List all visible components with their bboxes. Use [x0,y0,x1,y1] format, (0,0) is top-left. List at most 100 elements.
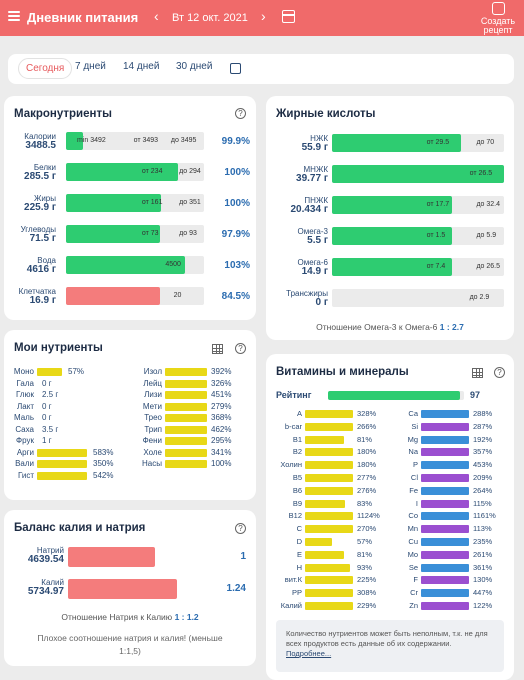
nutrient-bar [165,425,207,434]
mineral-name: Co [408,511,418,521]
mineral-name: Cl [410,473,418,482]
mineral-bar [421,422,469,431]
balance-help-icon[interactable]: ? [235,523,246,534]
vitamin-value: 83% [357,498,373,508]
next-day-button[interactable]: › [261,8,266,24]
nutrient-name: Лизи [144,390,162,399]
vitamin-name: B2 [292,447,302,457]
vitamin-value: 277% [357,473,377,482]
balance-warning: Плохое соотношение натрия и калия! (мень… [37,633,223,656]
macro-label: Клетчатка [18,287,56,296]
period-calendar-icon[interactable] [230,63,241,74]
balance-value: 4639.54 [27,554,64,565]
recipe-label-2: рецепт [483,25,513,35]
vitamin-row: вит.К 225% [274,575,386,585]
mineral-value: 113% [473,524,492,534]
nutrient-bar [165,368,207,376]
vitamin-value: 180% [357,460,377,470]
mineral-row: I 115% [390,499,506,509]
nutrient-value: 0 г [42,378,52,388]
macros-title: Макронутриенты [14,108,112,120]
nutrient-name: Моно [13,367,34,376]
mineral-name: Na [408,447,418,457]
vitamins-title: Витамины и минералы [276,366,409,378]
nutrient-value: 0 г [42,401,52,411]
vitamins-card: Витамины и минералы ? Рейтинг 97 A 328% b-… [266,354,514,680]
macro-row: Клетчатка 16.9 г 20 84.5% [4,285,256,313]
fat-value: 20.434 г [290,204,328,215]
mineral-row: F 130% [390,575,506,585]
current-date[interactable]: Вт 12 окт. 2021 [172,12,248,24]
fat-track: от 29.5 до 70 [332,134,504,152]
macro-row: Углеводы 71.5 г от 73 до 93 97.9% [4,223,256,251]
calendar-icon[interactable] [282,10,295,23]
nutrients-table-icon[interactable] [212,344,223,354]
nutrient-bar [165,414,207,422]
omega-ratio: Отношение Омега-3 к Омега-6 1 : 2.7 [266,322,514,332]
prev-day-button[interactable]: ‹ [154,8,159,24]
nutrient-name: Арги [16,447,34,457]
fat-name: Омега-3 5.5 г [266,227,328,246]
vitamin-bar [305,474,353,482]
macro-fill [66,225,160,243]
mineral-name: Zn [409,601,418,610]
macro-range-label: до 3495 [170,137,197,144]
vitamin-bar [305,563,350,572]
vitamins-table-icon[interactable] [472,368,483,378]
macro-label: Калории [24,132,56,141]
macro-track: min 3492 от 3493 до 3495 [66,132,204,150]
nutrient-value: 368% [211,413,232,422]
vitamins-help-icon[interactable]: ? [494,367,505,378]
mineral-value: 1161% [473,511,496,521]
vitamin-row: B6 276% [274,486,386,496]
vitamin-name: B6 [292,485,302,495]
vitamin-bar [305,486,353,495]
nutrient-value: 451% [211,390,232,399]
menu-icon[interactable] [8,11,20,21]
macro-track: от 161 до 351 [66,194,204,212]
recipe-label-1: Создать [480,16,516,26]
period-7-days-tab[interactable]: 7 дней [75,61,106,72]
nutrient-value: 3.5 г [42,424,59,434]
mineral-name: F [413,575,418,585]
balance-ratio-num: 1 [240,551,246,562]
vitamin-value: 229% [357,601,377,610]
more-info-link[interactable]: Подробнее... [286,649,332,658]
top-bar: Дневник питания ‹ Вт 12 окт. 2021 › Созд… [0,0,524,36]
vitamin-name: D [296,537,302,546]
period-14-days-tab[interactable]: 14 дней [123,61,160,72]
macros-help-icon[interactable]: ? [235,108,246,119]
mineral-value: 447% [473,588,493,598]
mineral-row: Na 357% [390,447,506,457]
balance-name: Калий 5734.97 [4,578,64,597]
mineral-name: Si [411,421,418,431]
mineral-name: Cu [408,537,418,546]
nutrient-name: Изол [143,367,162,376]
vitamin-name: E [296,549,302,559]
nutrient-row: Саха 3.5 г [4,425,129,436]
nutrient-row: Гала 0 г [4,379,129,390]
macro-value: 71.5 г [29,233,56,244]
vitamin-name: B12 [288,511,302,521]
macros-card: Макронутриенты ? Калории 3488.5 min 3492 от… [4,96,256,320]
mineral-bar [421,563,469,572]
vitamin-row: B9 83% [274,499,386,509]
nutrient-row: Изол 392% [132,367,252,378]
fat-row: Омега-6 14.9 г от 7.4 до 26.5 [266,256,518,284]
vitamin-bar [305,538,333,546]
mineral-value: 209% [473,473,493,482]
vitamin-name: A [296,409,302,418]
vitamin-value: 276% [357,485,377,495]
mineral-name: Mn [407,524,418,534]
period-today-tab[interactable]: Сегодня [18,58,73,79]
fat-range-label: от 26.5 [469,170,493,177]
macro-range-label: 20 [173,292,182,299]
mineral-name: Se [408,562,418,572]
nutrient-row: Трип 462% [132,425,252,436]
vitamins-note-text: Количество нутриентов может быть неполны… [286,629,488,648]
period-30-days-tab[interactable]: 30 дней [176,61,213,72]
period-selector: Сегодня 7 дней 14 дней 30 дней [8,54,514,84]
vitamin-row: Холин 180% [274,460,386,470]
create-recipe-button[interactable]: Создать рецепт [476,0,520,36]
nutrients-help-icon[interactable]: ? [235,343,246,354]
